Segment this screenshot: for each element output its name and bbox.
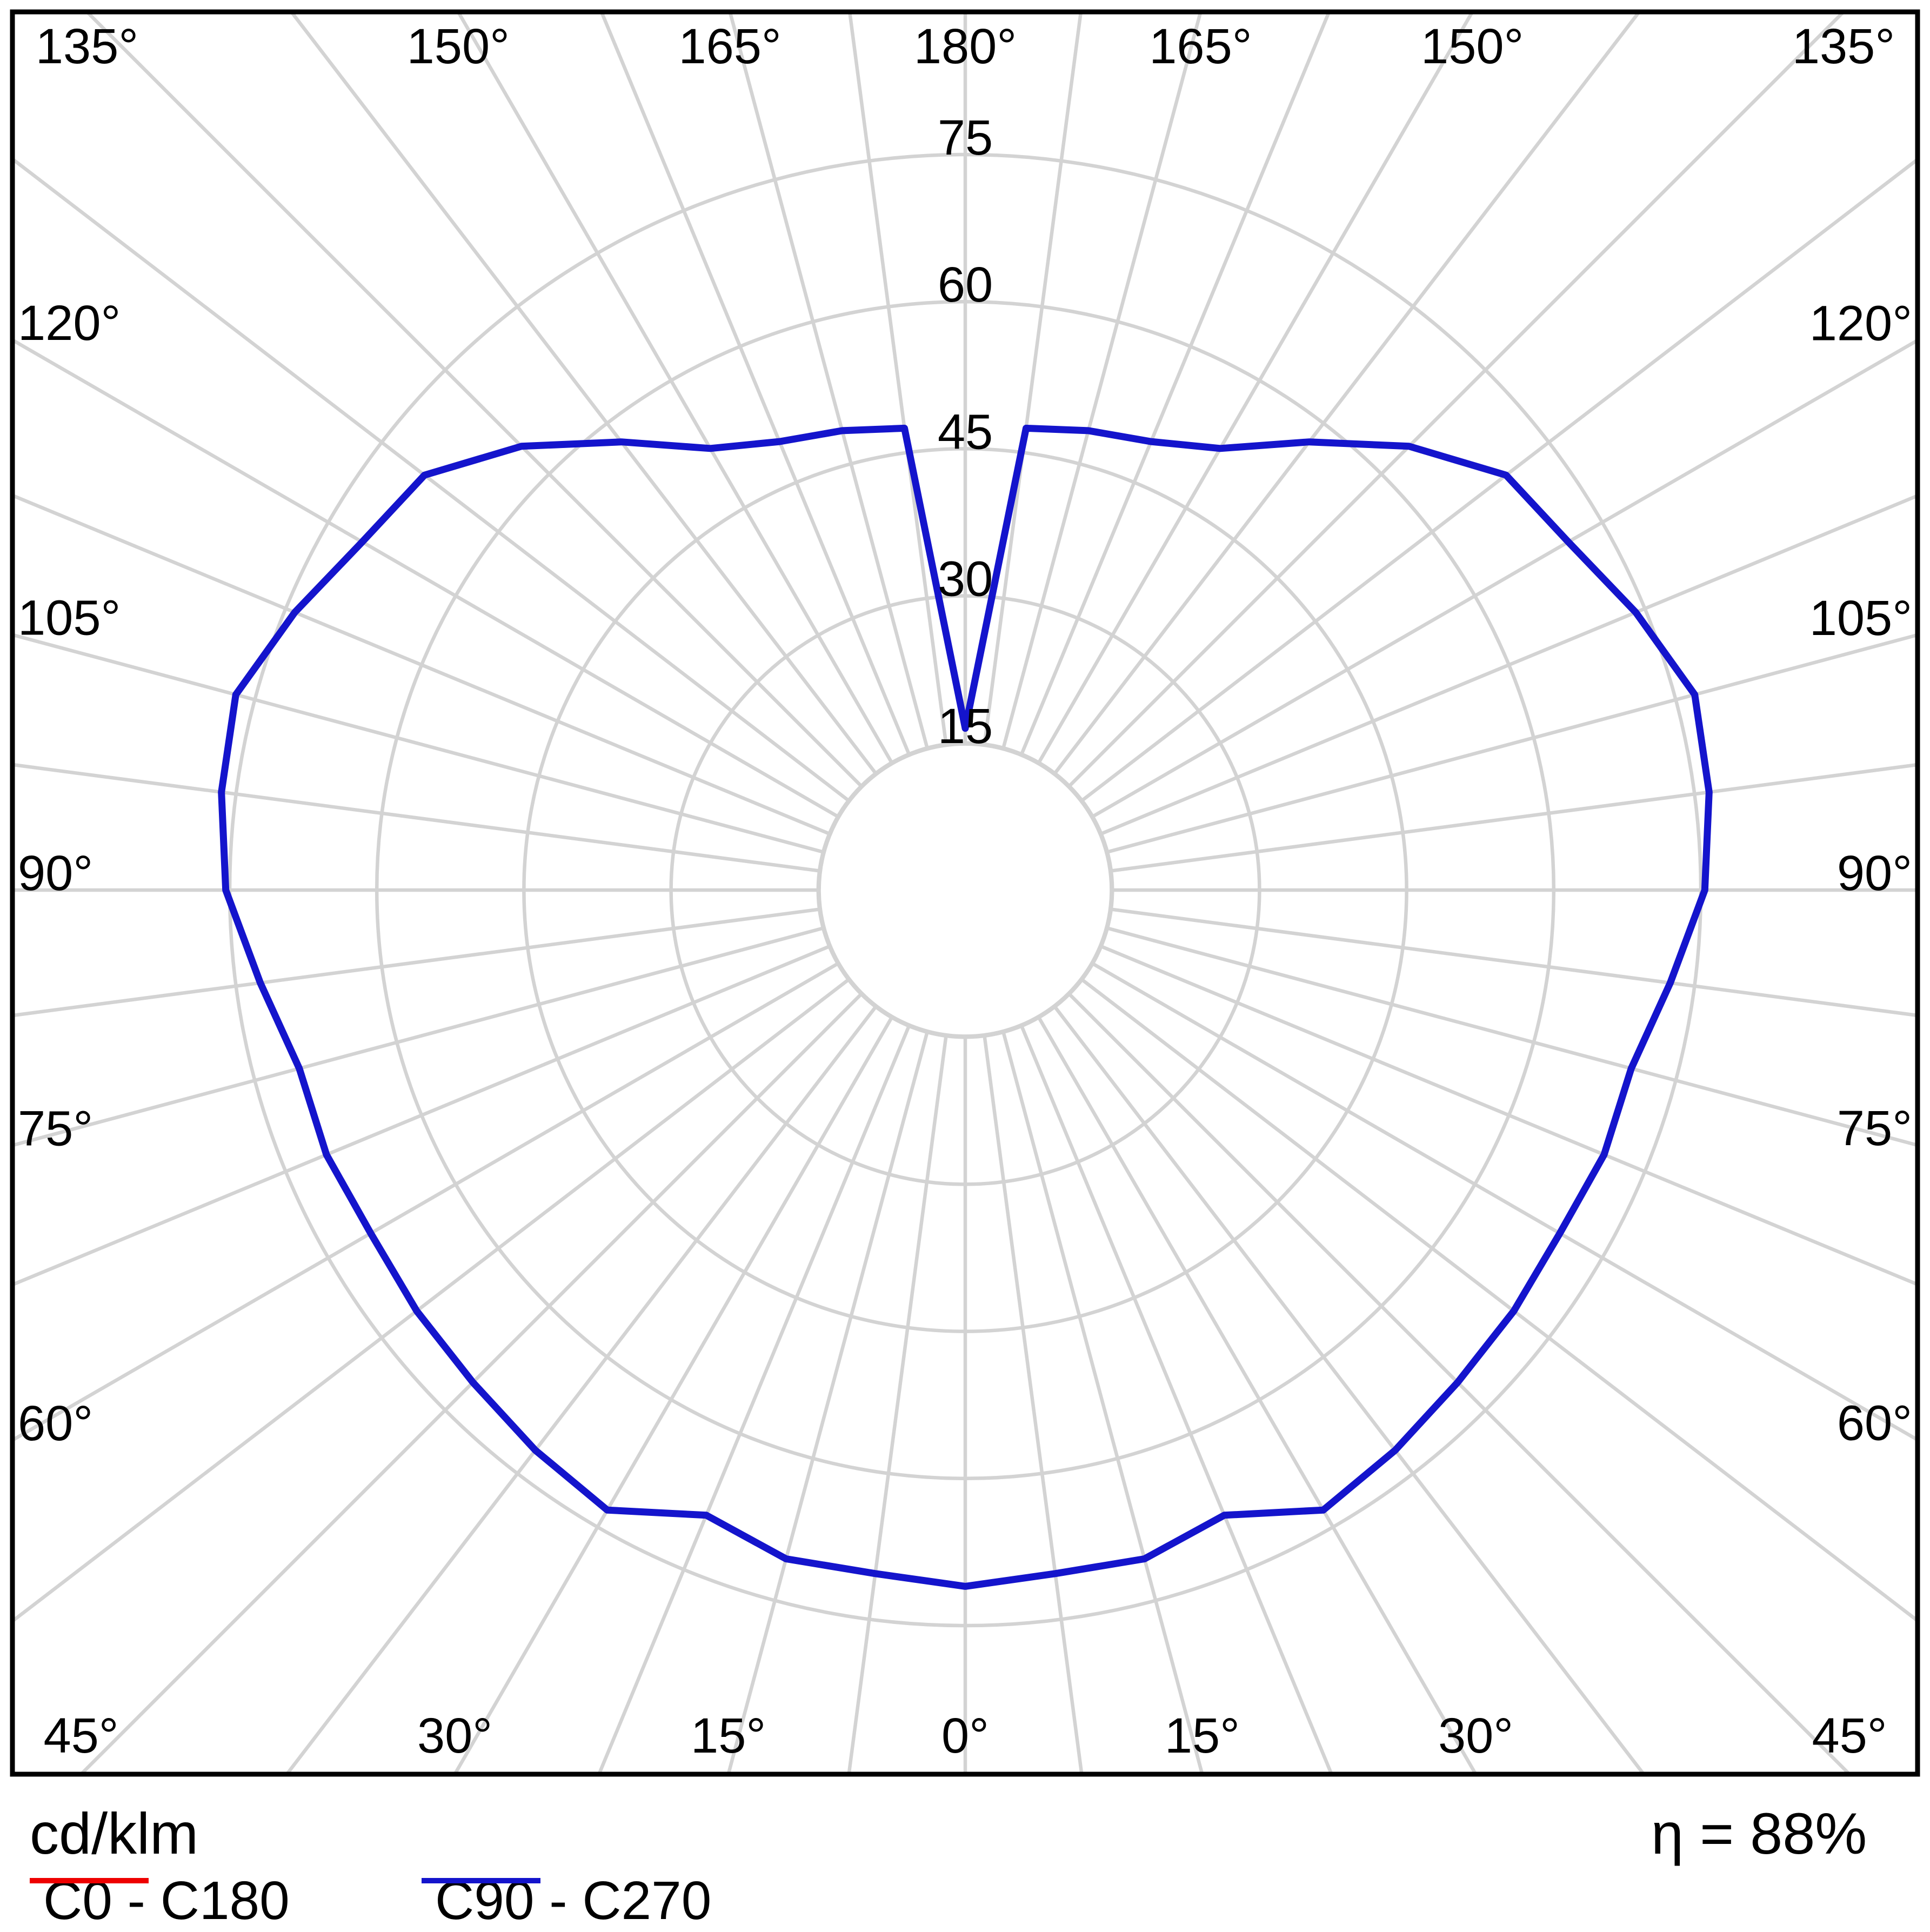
svg-text:45°: 45° [1812,1708,1887,1763]
svg-text:165°: 165° [678,19,781,74]
svg-text:90°: 90° [1837,846,1912,901]
svg-text:75: 75 [938,110,993,165]
svg-text:15°: 15° [1165,1708,1240,1763]
svg-text:180°: 180° [914,19,1017,74]
svg-text:45°: 45° [43,1708,118,1763]
svg-text:150°: 150° [1421,19,1524,74]
svg-text:60°: 60° [1837,1395,1912,1450]
svg-text:105°: 105° [1809,591,1912,646]
svg-text:45: 45 [938,404,993,459]
svg-text:120°: 120° [18,296,121,351]
svg-text:135°: 135° [1792,19,1895,74]
svg-text:165°: 165° [1149,19,1252,74]
svg-text:75°: 75° [1837,1101,1912,1156]
svg-text:90°: 90° [18,846,93,901]
svg-text:75°: 75° [18,1101,93,1156]
svg-text:105°: 105° [18,591,121,646]
svg-text:135°: 135° [36,19,138,74]
svg-text:30: 30 [938,552,993,607]
svg-text:60: 60 [938,257,993,312]
svg-text:30°: 30° [1438,1708,1513,1763]
svg-text:15: 15 [938,699,993,754]
svg-text:150°: 150° [407,19,510,74]
svg-text:120°: 120° [1809,296,1912,351]
svg-text:0°: 0° [941,1708,989,1763]
svg-text:30°: 30° [417,1708,492,1763]
svg-text:60°: 60° [18,1396,93,1451]
svg-text:15°: 15° [691,1708,766,1763]
